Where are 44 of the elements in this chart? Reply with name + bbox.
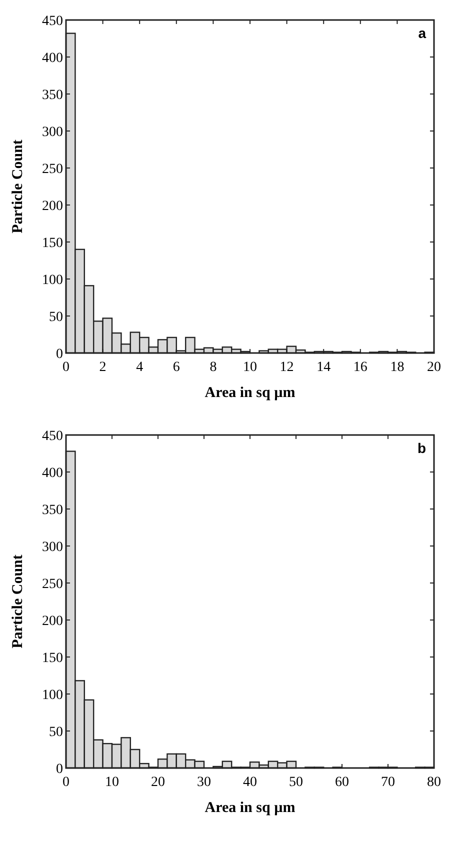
annotation: b [417,440,426,456]
x-tick-label: 12 [280,360,294,375]
y-tick-label: 450 [42,14,63,29]
x-tick-label: 20 [151,775,165,790]
y-tick-label: 0 [56,762,63,777]
y-tick-label: 150 [42,236,63,251]
y-tick-label: 50 [49,724,63,740]
x-tick-label: 16 [353,360,368,375]
x-tick-label: 60 [335,775,349,790]
x-tick-label: 8 [210,360,217,375]
x-tick-label: 4 [136,360,144,375]
y-tick-label: 250 [42,162,63,177]
y-tick-label: 200 [42,198,63,214]
y-tick-label: 50 [49,310,63,325]
y-axis-title: Particle Count [10,140,26,234]
y-axis-title: Particle Count [10,554,26,648]
y-tick-label: 300 [42,124,63,140]
y-tick-label: 350 [42,88,63,103]
y-tick-label: 450 [42,428,63,444]
x-tick-label: 30 [197,775,211,790]
x-tick-label: 10 [243,360,257,375]
x-tick-label: 14 [316,360,331,375]
y-tick-label: 200 [42,614,63,629]
x-axis-title: Area in sq µm [204,800,296,816]
y-tick-label: 400 [42,50,63,66]
x-tick-label: 2 [99,360,106,375]
y-tick-label: 100 [42,688,63,703]
y-tick-label: 300 [42,540,63,555]
x-tick-label: 20 [427,360,441,375]
y-tick-label: 100 [42,272,63,288]
y-tick-label: 350 [42,502,63,518]
annotation: a [418,25,426,41]
y-tick-label: 400 [42,466,63,481]
x-tick-label: 80 [427,775,441,790]
x-axis-title: Area in sq µm [204,385,296,401]
x-tick-label: 50 [289,775,303,790]
x-tick-label: 70 [381,775,395,790]
y-tick-label: 150 [42,650,63,666]
x-tick-label: 10 [105,775,119,790]
x-tick-label: 18 [390,360,404,375]
y-tick-label: 0 [56,346,63,362]
y-tick-label: 250 [42,576,63,592]
x-tick-label: 6 [172,360,180,375]
x-tick-label: 40 [243,775,257,790]
